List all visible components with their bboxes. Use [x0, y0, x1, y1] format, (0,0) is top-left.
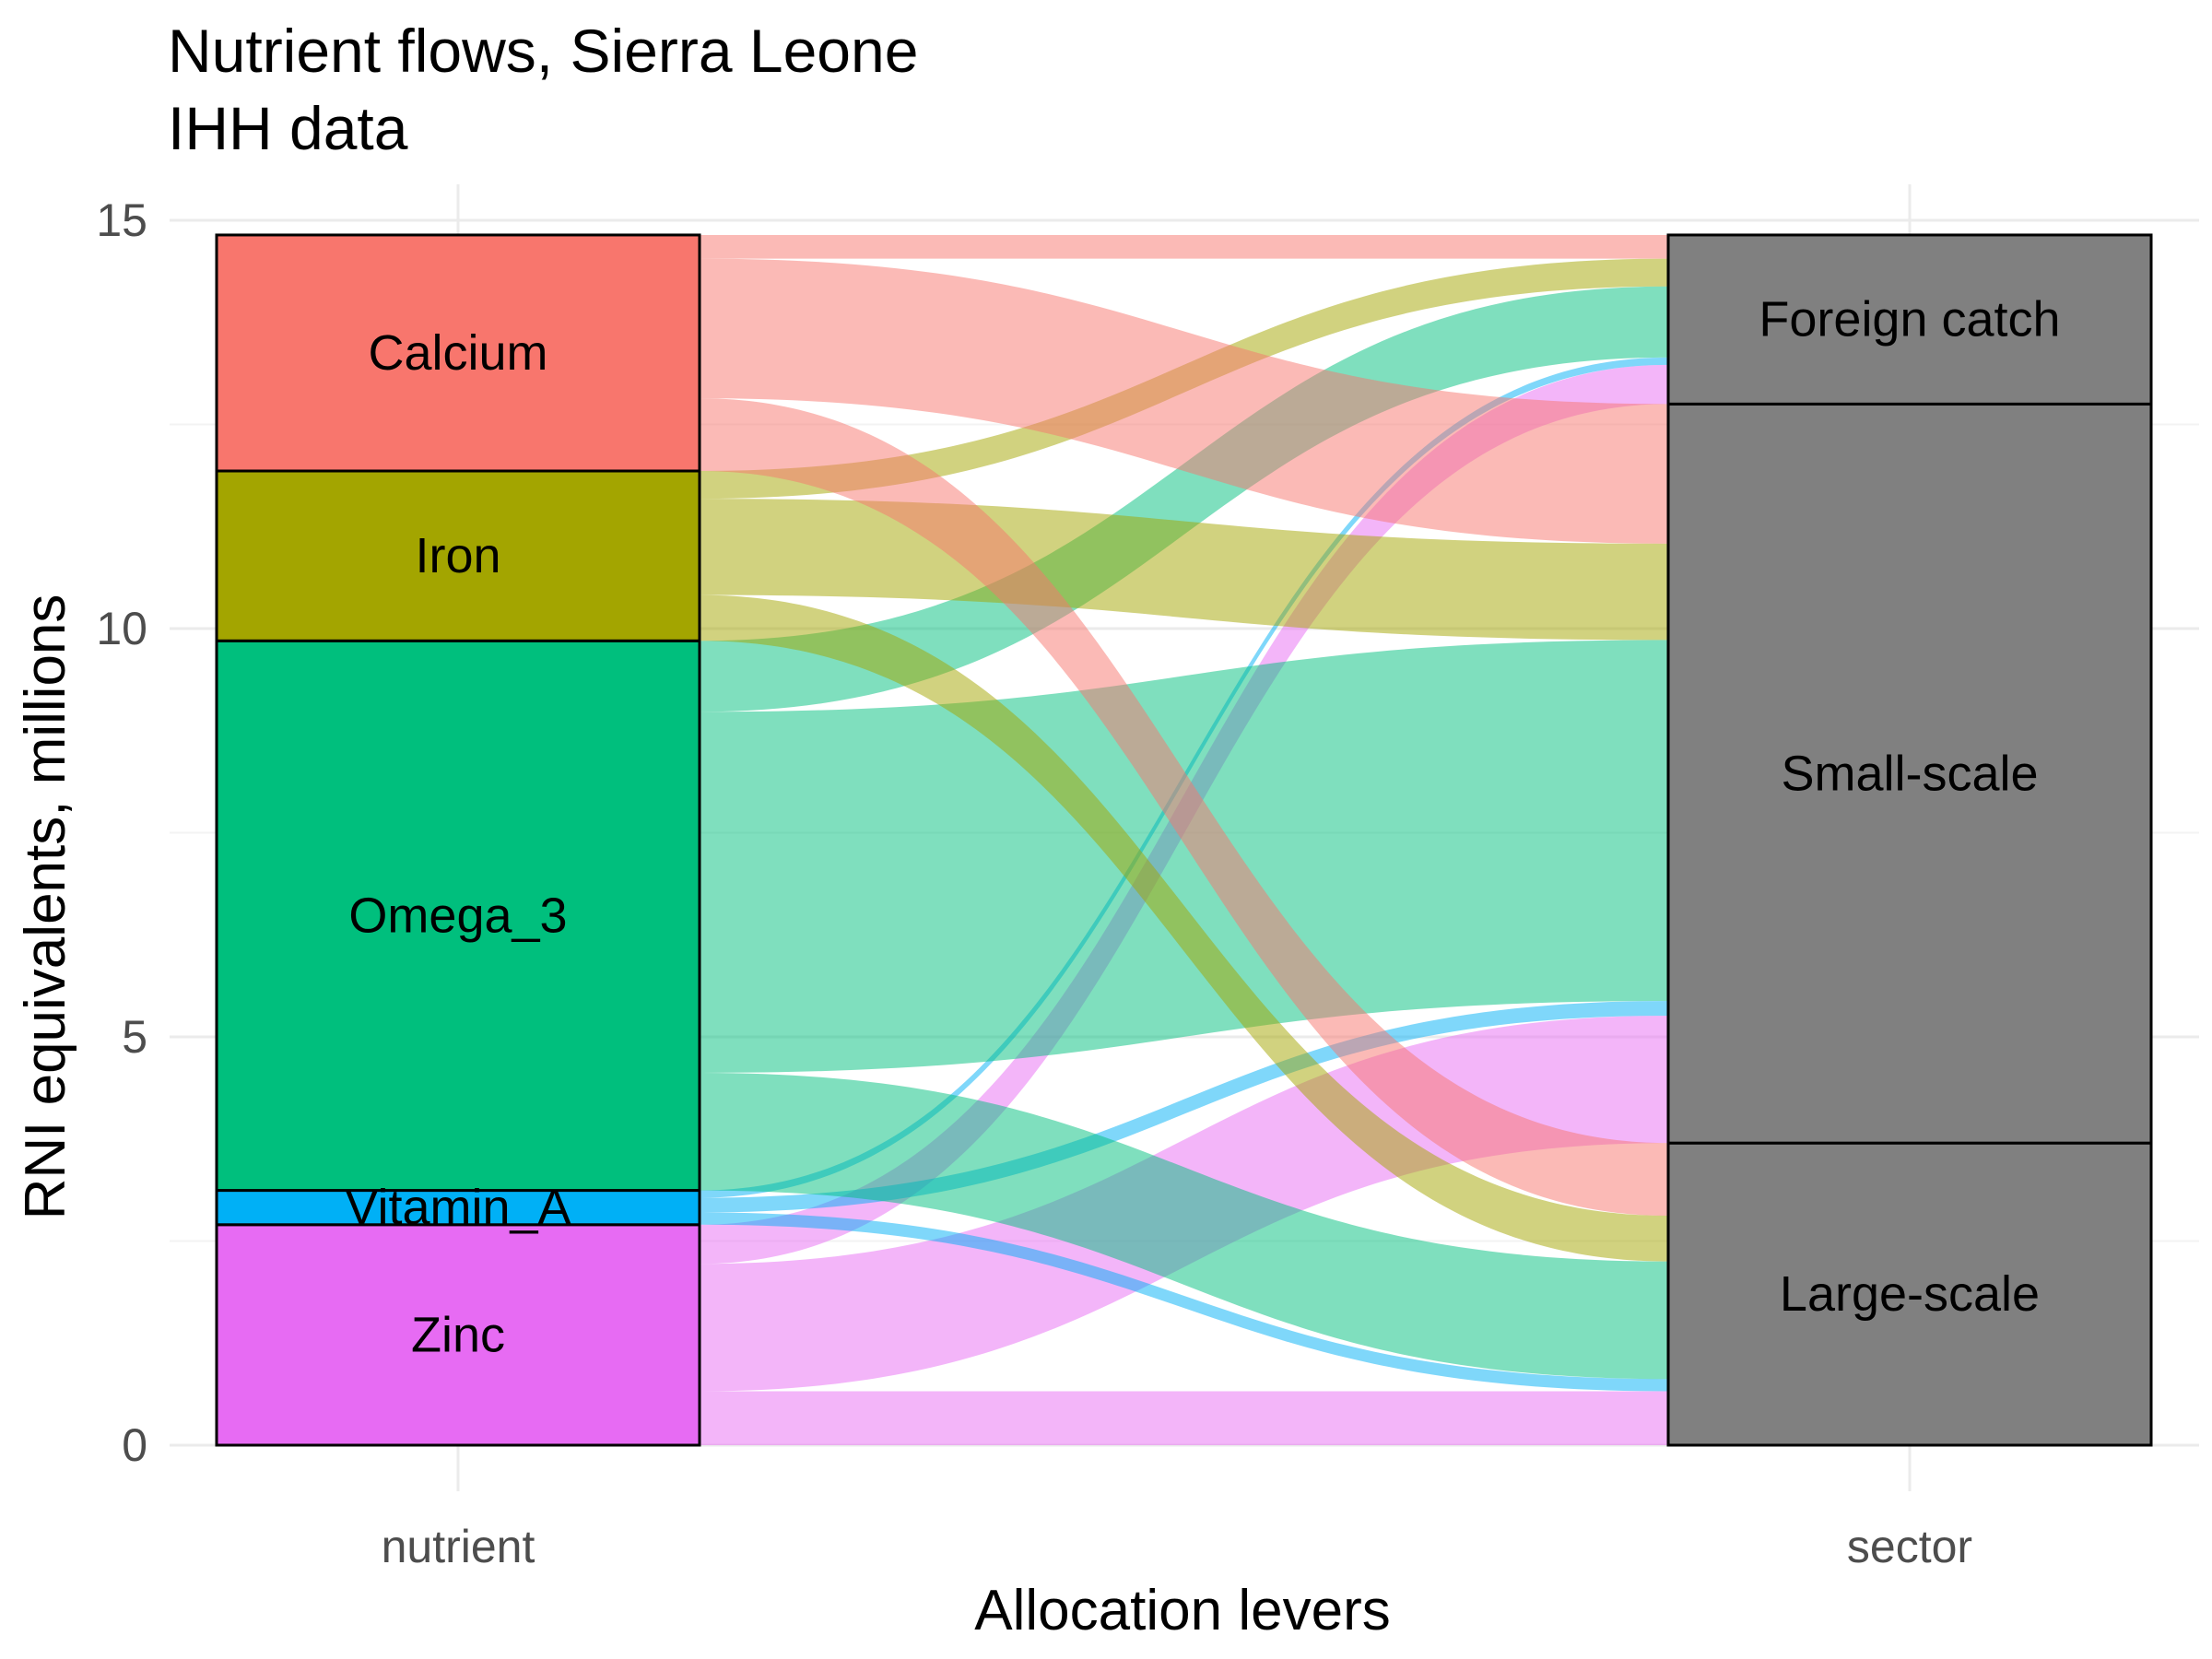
flow-omega-3-to-large-scale — [700, 1072, 1668, 1380]
stratum-label-vitamin-a: Vitamin_A — [345, 1180, 571, 1235]
y-tick-label: 10 — [96, 603, 147, 654]
stratum-foreign-catch — [1666, 233, 2153, 406]
chart-subtitle: IHH data — [168, 94, 408, 162]
stratum-omega-3 — [215, 639, 701, 1193]
y-tick-label: 0 — [122, 1419, 147, 1471]
flow-calcium-to-large-scale — [700, 398, 1668, 1217]
stratum-large-scale — [1666, 1141, 2153, 1447]
stratum-label-zinc: Zinc — [411, 1307, 505, 1362]
stratum-zinc — [215, 1223, 701, 1447]
x-axis-label: Allocation levers — [974, 1579, 1390, 1642]
flow-calcium-to-foreign-catch — [700, 234, 1668, 259]
x-axis-ticks: nutrient sector — [382, 1521, 1972, 1572]
flow-vitamin-a-to-small-scale — [700, 1001, 1668, 1213]
y-axis-label: RNI equivalents, millions — [14, 594, 77, 1220]
flow-vitamin-a-to-large-scale — [700, 1212, 1668, 1392]
stratum-vitamin-a — [215, 1189, 701, 1227]
y-tick-label: 5 — [122, 1011, 147, 1063]
stratum-labels: Zinc Vitamin_A Omega_3 Iron Calcium Large-sca… — [345, 292, 2060, 1363]
flow-zinc-to-large-scale — [700, 1391, 1668, 1445]
stratum-small-scale — [1666, 402, 2153, 1145]
stratum-label-foreign-catch: Foreign catch — [1759, 292, 2060, 347]
stratum-label-omega-3: Omega_3 — [348, 888, 567, 943]
stratum-label-small-scale: Small-scale — [1781, 746, 2038, 801]
stratum-calcium — [215, 233, 701, 473]
stratum-label-large-scale: Large-scale — [1780, 1266, 2040, 1322]
strata — [215, 233, 2153, 1447]
chart-title: Nutrient flows, Sierra Leone — [168, 17, 919, 85]
flows — [700, 234, 1668, 1445]
x-tick-label-sector: sector — [1847, 1521, 1972, 1572]
y-tick-label: 15 — [96, 194, 147, 246]
flow-omega-3-to-small-scale — [700, 640, 1668, 1073]
y-axis-ticks: 0 5 10 15 — [96, 194, 147, 1471]
flow-iron-to-large-scale — [700, 594, 1668, 1262]
stratum-label-iron: Iron — [415, 528, 500, 583]
stratum-iron — [215, 469, 701, 642]
x-tick-label-nutrient: nutrient — [382, 1521, 535, 1572]
stratum-label-calcium: Calcium — [368, 325, 547, 381]
flow-calcium-to-small-scale — [700, 258, 1668, 544]
